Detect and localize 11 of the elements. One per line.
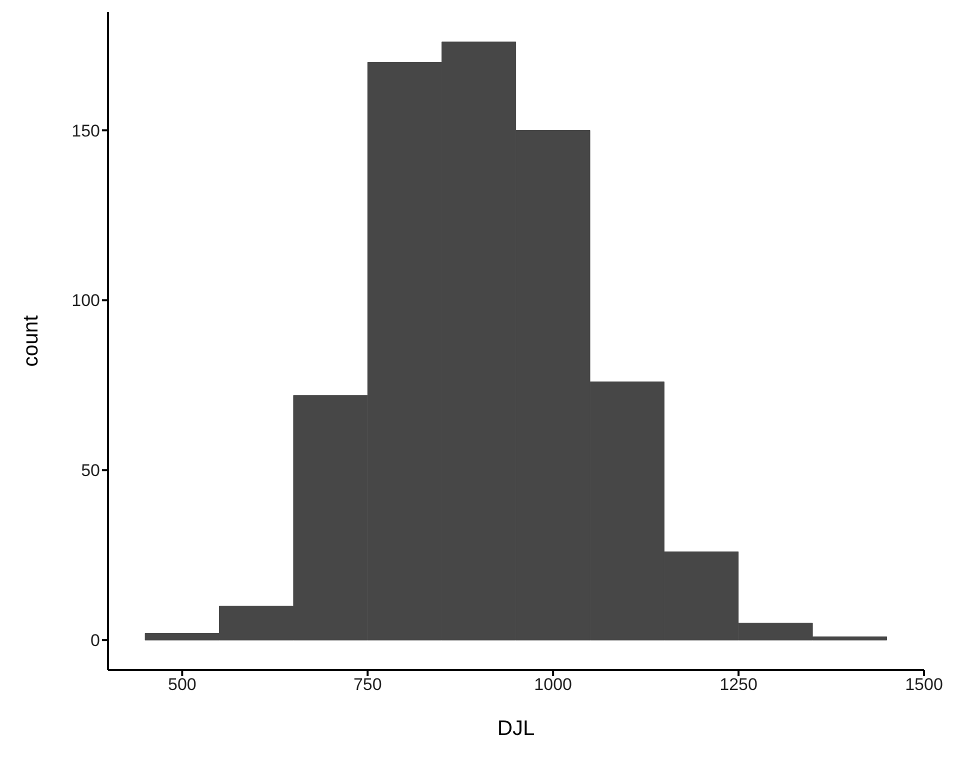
x-axis-title: DJL [497, 716, 535, 740]
x-tick-label: 500 [168, 675, 196, 694]
y-tick-label: 0 [90, 631, 100, 650]
y-axis-title: count [19, 315, 42, 367]
x-tick-label: 1000 [534, 675, 572, 694]
y-tick-label: 50 [81, 461, 100, 480]
x-tick-label: 1250 [720, 675, 758, 694]
y-tick-label: 150 [72, 121, 100, 140]
x-tick-label: 1500 [905, 675, 943, 694]
y-tick-label: 100 [72, 291, 100, 310]
x-tick-label: 750 [353, 675, 382, 694]
